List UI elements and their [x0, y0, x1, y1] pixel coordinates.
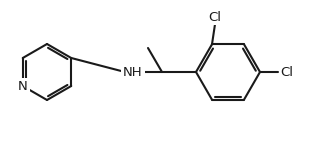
Text: Cl: Cl	[280, 66, 294, 78]
Text: NH: NH	[123, 66, 143, 78]
Text: N: N	[18, 80, 28, 93]
Text: Cl: Cl	[209, 11, 222, 24]
